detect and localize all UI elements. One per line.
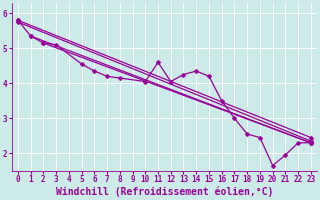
X-axis label: Windchill (Refroidissement éolien,°C): Windchill (Refroidissement éolien,°C): [56, 187, 273, 197]
